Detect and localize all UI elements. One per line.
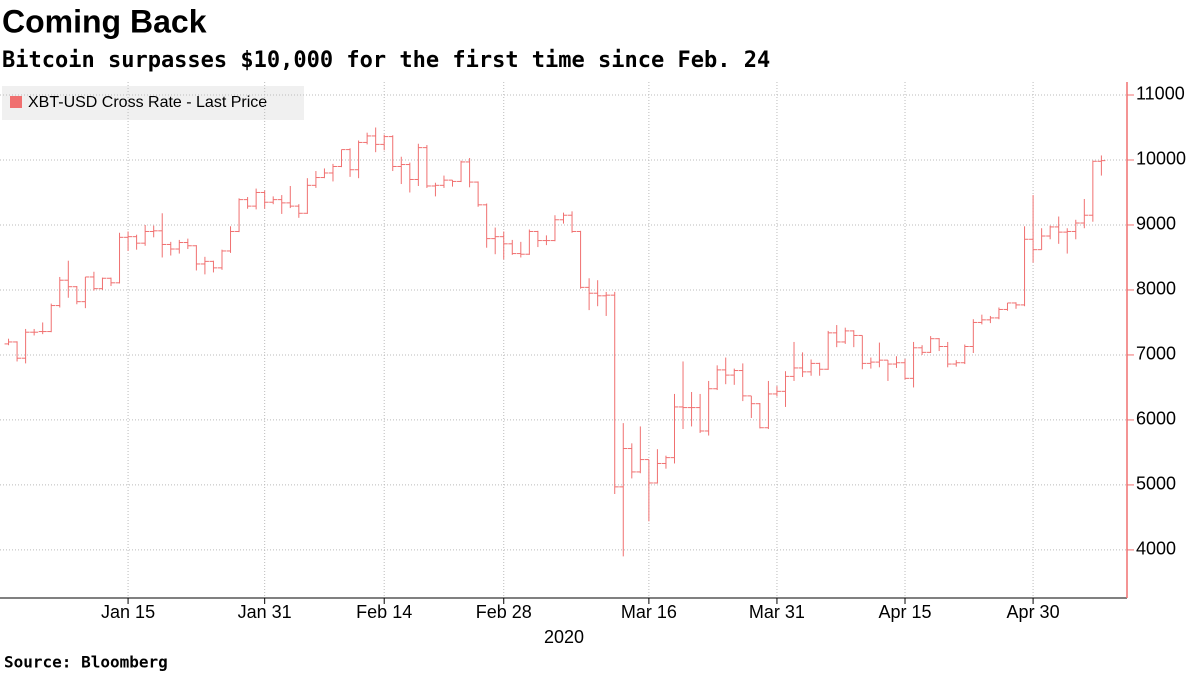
y-tick-label: 8000 bbox=[1136, 279, 1176, 299]
x-tick-label: Apr 30 bbox=[1007, 602, 1060, 622]
y-tick-label: 10000 bbox=[1136, 149, 1186, 169]
y-tick-label: 4000 bbox=[1136, 539, 1176, 559]
chart-title: Coming Back bbox=[2, 3, 207, 39]
y-tick-label: 5000 bbox=[1136, 474, 1176, 494]
x-tick-label: Apr 15 bbox=[878, 602, 931, 622]
y-tick-label: 7000 bbox=[1136, 344, 1176, 364]
x-year-label: 2020 bbox=[544, 627, 584, 647]
y-tick-label: 9000 bbox=[1136, 214, 1176, 234]
x-tick-label: Mar 16 bbox=[621, 602, 677, 622]
x-tick-label: Mar 31 bbox=[749, 602, 805, 622]
x-tick-label: Feb 28 bbox=[476, 602, 532, 622]
legend-label: XBT-USD Cross Rate - Last Price bbox=[28, 94, 267, 111]
x-tick-label: Feb 14 bbox=[356, 602, 412, 622]
source: Source: Bloomberg bbox=[4, 653, 168, 672]
x-tick-label: Jan 15 bbox=[101, 602, 155, 622]
legend-box bbox=[2, 86, 304, 120]
x-tick-label: Jan 31 bbox=[238, 602, 292, 622]
legend-swatch bbox=[10, 96, 22, 108]
y-tick-label: 6000 bbox=[1136, 409, 1176, 429]
y-tick-label: 11000 bbox=[1136, 84, 1185, 104]
chart-subtitle: Bitcoin surpasses $10,000 for the first … bbox=[2, 48, 770, 73]
